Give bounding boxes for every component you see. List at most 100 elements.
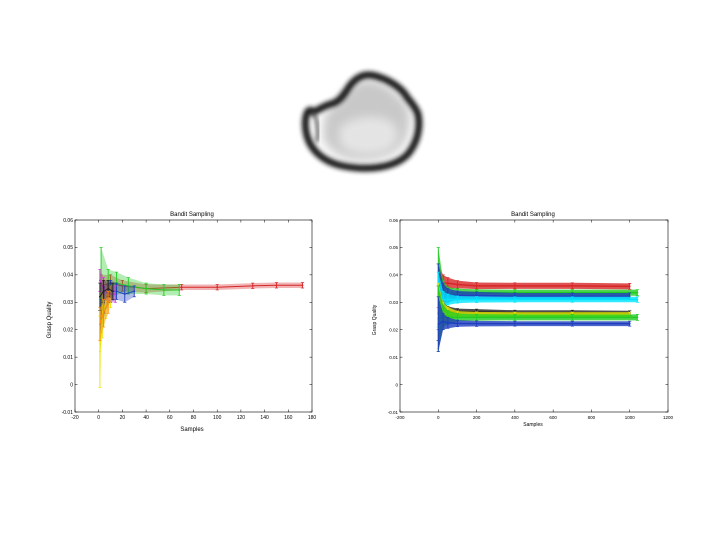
- data-point: [123, 293, 126, 295]
- data-point: [437, 323, 440, 326]
- data-point: [475, 298, 478, 301]
- data-point: [475, 322, 478, 325]
- data-point: [100, 287, 102, 290]
- error-band: [101, 247, 180, 330]
- x-tick-label: -20: [71, 415, 78, 421]
- data-point: [127, 284, 130, 287]
- data-point: [456, 322, 459, 325]
- y-tick-label: 0.05: [389, 245, 398, 250]
- x-tick-label: 200: [473, 415, 481, 420]
- x-tick-label: 140: [260, 415, 269, 421]
- chart-right-svg: Bandit Sampling Samples Grasp Quality -2…: [372, 212, 674, 428]
- x-tick-label: 60: [167, 415, 173, 421]
- series-line: [99, 287, 114, 298]
- data-point: [98, 295, 101, 298]
- y-tick-label: -0.01: [388, 410, 399, 415]
- data-point: [446, 321, 449, 324]
- x-tick-label: 0: [97, 415, 100, 421]
- data-point: [513, 322, 516, 325]
- data-point: [180, 286, 183, 289]
- chart-left-svg: Bandit Sampling Samples Grasp Quality -2…: [47, 212, 317, 433]
- x-tick-label: 40: [143, 415, 149, 421]
- data-point: [636, 298, 639, 301]
- data-point: [98, 279, 101, 282]
- data-point: [446, 298, 449, 301]
- data-point: [513, 284, 516, 287]
- data-point: [301, 284, 304, 287]
- y-tick-label: 0: [70, 382, 73, 388]
- series-line: [99, 280, 116, 295]
- data-point: [456, 283, 459, 286]
- chart-left: Bandit Sampling Samples Grasp Quality -2…: [40, 205, 330, 440]
- data-point: [446, 282, 449, 284]
- plot-area: [98, 247, 305, 388]
- data-point: [109, 295, 112, 298]
- plot-frame: [399, 219, 669, 413]
- data-point: [513, 316, 516, 319]
- plot-area: [436, 247, 639, 353]
- x-tick-label: 80: [191, 415, 197, 421]
- y-tick-label: 0.02: [63, 328, 73, 334]
- x-tick-label: 0: [437, 415, 440, 420]
- data-point: [112, 290, 114, 293]
- data-point: [456, 316, 459, 319]
- y-tick-label: 0: [395, 382, 398, 387]
- object-shape-image: [283, 50, 438, 200]
- plot-frame: [74, 219, 313, 413]
- chart-title: Bandit Sampling: [170, 212, 214, 218]
- data-point: [251, 284, 254, 287]
- error-band: [101, 274, 303, 297]
- data-point: [571, 298, 574, 301]
- series-6: [98, 290, 110, 342]
- x-tick-label: 20: [120, 415, 126, 421]
- data-point: [571, 322, 574, 325]
- x-axis-label: Samples: [180, 427, 203, 433]
- data-point: [636, 316, 639, 319]
- data-point: [636, 291, 639, 294]
- data-point: [107, 301, 110, 304]
- y-tick-label: 0.03: [63, 300, 73, 306]
- data-point: [628, 285, 631, 288]
- data-point: [475, 294, 478, 297]
- chart-title: Bandit Sampling: [511, 212, 555, 218]
- x-tick-label: 1000: [625, 415, 636, 420]
- y-tick-label: 0.03: [389, 300, 398, 305]
- y-tick-label: 0.04: [389, 273, 398, 278]
- data-point: [162, 289, 165, 291]
- y-tick-label: 0.02: [389, 328, 398, 333]
- data-point: [115, 290, 118, 293]
- x-tick-label: 160: [284, 415, 293, 421]
- y-tick-label: 0.06: [63, 218, 73, 224]
- data-point: [102, 290, 105, 293]
- data-point: [102, 312, 105, 315]
- y-tick-label: 0.04: [63, 273, 73, 279]
- chart-right: Bandit Sampling Samples Grasp Quality -2…: [365, 205, 685, 440]
- series-7: [436, 296, 632, 353]
- data-point: [275, 284, 278, 287]
- y-tick-label: 0.01: [63, 355, 73, 361]
- axes-group: -200 0 200 400 600 800 1000 1200 -0.01 0 0.01 0.02 0…: [388, 218, 674, 420]
- y-tick-label: 0.06: [389, 218, 398, 223]
- data-point: [628, 322, 631, 325]
- y-tick-label: 0.01: [389, 355, 398, 360]
- data-point: [145, 287, 147, 290]
- data-point: [456, 298, 459, 301]
- data-point: [107, 287, 110, 290]
- x-tick-label: -200: [395, 415, 405, 420]
- data-point: [475, 284, 478, 287]
- y-axis-label: Grasp Quality: [47, 302, 53, 339]
- y-axis-label: Grasp Quality: [372, 304, 378, 335]
- x-tick-label: 120: [237, 415, 246, 421]
- grasp-object-outline-icon: [301, 71, 423, 172]
- x-tick-label: 180: [308, 415, 317, 421]
- data-point: [571, 284, 574, 287]
- y-tick-label: 0.05: [63, 245, 73, 251]
- data-point: [513, 298, 516, 301]
- data-point: [121, 284, 124, 287]
- data-point: [104, 301, 107, 304]
- data-point: [133, 290, 136, 293]
- data-point: [216, 286, 219, 289]
- data-point: [442, 298, 444, 301]
- error-band: [438, 285, 638, 352]
- x-tick-label: 600: [549, 415, 557, 420]
